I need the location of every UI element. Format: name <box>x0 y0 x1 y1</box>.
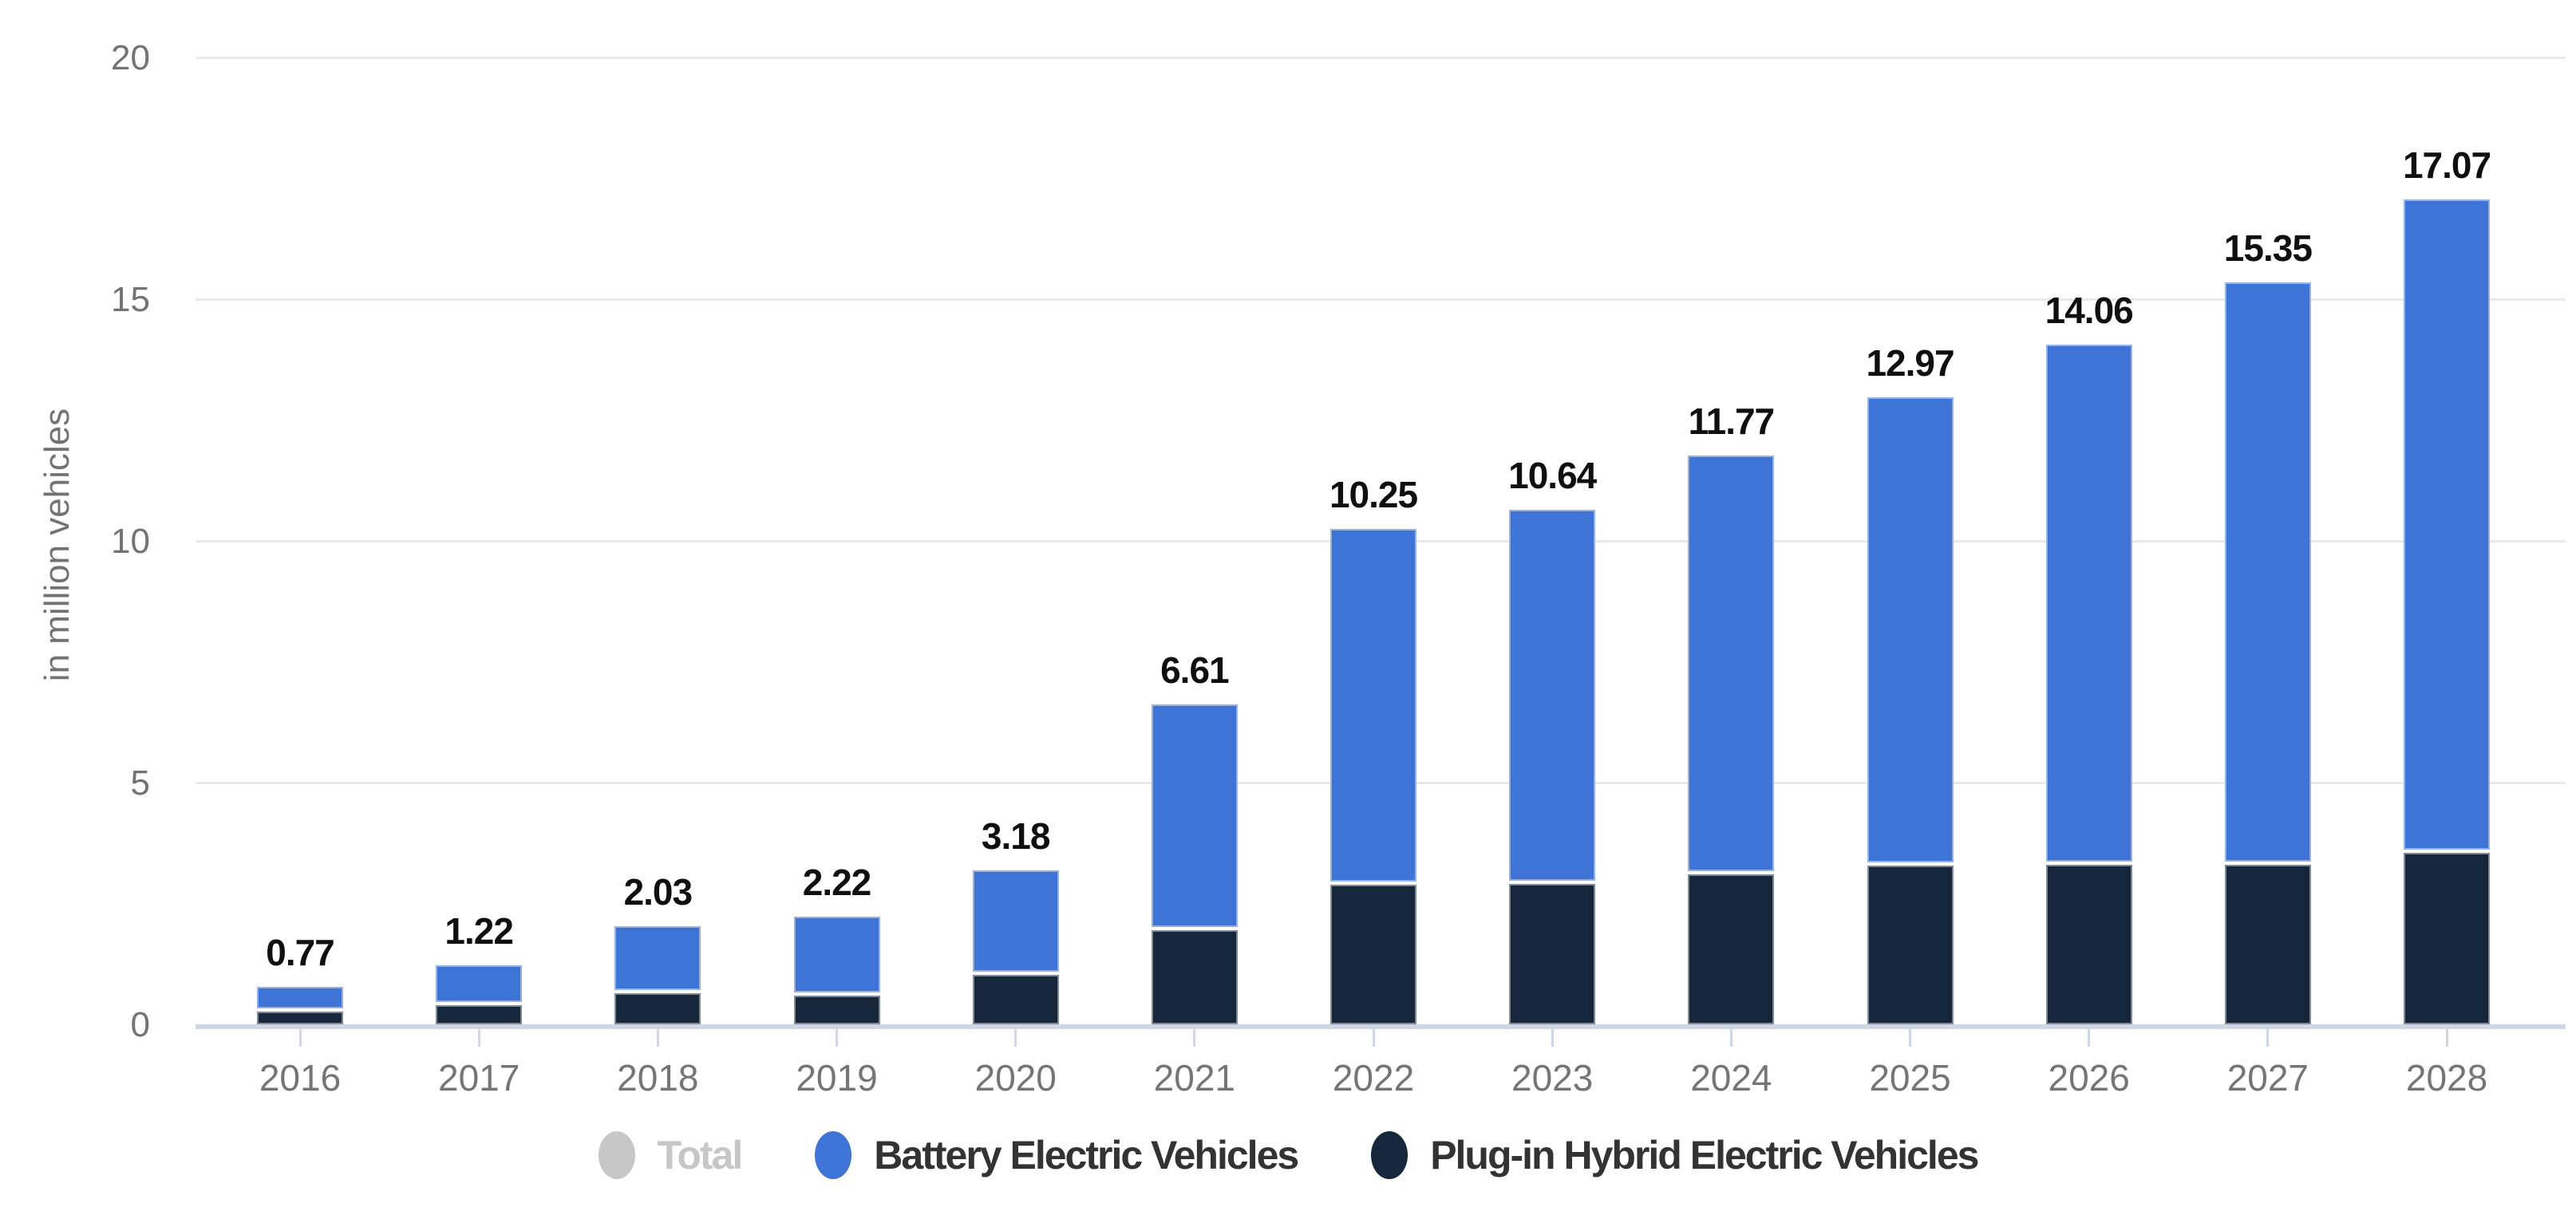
total-value-label: 10.25 <box>1329 473 1418 515</box>
x-axis-tick <box>2088 1029 2091 1047</box>
y-axis-tick-label: 5 <box>130 763 150 803</box>
bev-segment-2021[interactable] <box>1152 704 1238 927</box>
x-axis-tick <box>1909 1029 1912 1047</box>
x-axis-year-label: 2017 <box>437 1057 520 1099</box>
total-value-label: 2.03 <box>623 870 693 913</box>
total-value-label: 3.18 <box>981 815 1051 858</box>
x-axis-tick <box>1372 1029 1375 1047</box>
bev-segment-2016[interactable] <box>257 987 343 1009</box>
x-axis-year-label: 2025 <box>1869 1057 1951 1099</box>
legend: Total Battery Electric Vehicles Plug-in Hy… <box>0 1131 2576 1179</box>
bev-segment-2022[interactable] <box>1330 528 1416 882</box>
bev-segment-2019[interactable] <box>794 917 880 993</box>
y-axis-tick-label: 15 <box>111 280 150 319</box>
x-axis-year-label: 2022 <box>1332 1057 1415 1099</box>
x-axis-year-label: 2028 <box>2405 1057 2488 1099</box>
x-axis-line <box>196 1024 2566 1029</box>
phev-segment-2016[interactable] <box>257 1012 343 1024</box>
total-value-label: 2.22 <box>802 862 872 904</box>
x-axis-year-label: 2016 <box>259 1057 342 1099</box>
x-axis-tick <box>1729 1029 1732 1047</box>
total-value-label: 0.77 <box>266 932 335 974</box>
x-axis-tick <box>1193 1029 1196 1047</box>
total-value-label: 12.97 <box>1866 342 1954 385</box>
phev-segment-2028[interactable] <box>2404 852 2490 1024</box>
x-axis-year-label: 2020 <box>974 1057 1057 1099</box>
phev-segment-2018[interactable] <box>614 993 701 1024</box>
total-value-label: 14.06 <box>2045 289 2134 331</box>
total-value-label: 11.77 <box>1688 400 1776 442</box>
phev-segment-2023[interactable] <box>1509 884 1595 1024</box>
x-axis-tick <box>1551 1029 1554 1047</box>
bev-segment-2028[interactable] <box>2404 199 2490 850</box>
x-axis-year-label: 2018 <box>617 1057 699 1099</box>
x-axis-tick <box>477 1029 480 1047</box>
gridline-15 <box>196 298 2566 301</box>
total-value-label: 1.22 <box>444 910 514 953</box>
legend-marker-icon <box>815 1131 852 1179</box>
phev-segment-2027[interactable] <box>2225 865 2311 1024</box>
legend-marker-icon <box>598 1131 635 1179</box>
x-axis-tick <box>298 1029 302 1047</box>
legend-item-total[interactable]: Total <box>598 1131 744 1179</box>
x-axis-year-label: 2019 <box>796 1057 878 1099</box>
x-axis-year-label: 2021 <box>1153 1057 1236 1099</box>
total-value-label: 17.07 <box>2402 144 2491 186</box>
x-axis-tick <box>836 1029 838 1047</box>
legend-label: Total <box>657 1133 744 1178</box>
total-value-label: 10.64 <box>1508 455 1597 497</box>
legend-label: Battery Electric Vehicles <box>874 1133 1299 1178</box>
phev-segment-2026[interactable] <box>2046 865 2132 1024</box>
total-value-label: 15.35 <box>2223 227 2313 269</box>
x-axis-year-label: 2027 <box>2226 1057 2309 1099</box>
gridline-20 <box>196 57 2566 59</box>
legend-label: Plug-in Hybrid Electric Vehicles <box>1430 1133 1979 1178</box>
x-axis-tick <box>1014 1029 1017 1047</box>
x-axis-year-label: 2024 <box>1690 1057 1772 1099</box>
y-axis-tick-label: 0 <box>130 1005 150 1044</box>
phev-segment-2017[interactable] <box>436 1004 522 1024</box>
bev-segment-2024[interactable] <box>1688 455 1774 872</box>
legend-marker-icon <box>1371 1131 1409 1179</box>
y-axis-tick-label: 20 <box>111 38 150 77</box>
legend-item-plug-in-hybrid-electric-vehicles[interactable]: Plug-in Hybrid Electric Vehicles <box>1371 1131 1979 1179</box>
bev-segment-2025[interactable] <box>1867 397 1954 863</box>
total-value-label: 6.61 <box>1160 649 1230 692</box>
legend-item-battery-electric-vehicles[interactable]: Battery Electric Vehicles <box>815 1131 1299 1179</box>
x-axis-year-label: 2023 <box>1511 1057 1594 1099</box>
bev-segment-2027[interactable] <box>2225 282 2311 862</box>
bev-segment-2020[interactable] <box>973 870 1059 972</box>
x-axis-tick <box>2445 1029 2448 1047</box>
phev-segment-2024[interactable] <box>1688 874 1774 1024</box>
phev-segment-2021[interactable] <box>1152 929 1238 1024</box>
bev-segment-2018[interactable] <box>614 925 701 991</box>
bev-segment-2026[interactable] <box>2046 344 2132 862</box>
phev-segment-2022[interactable] <box>1330 885 1416 1024</box>
x-axis-tick <box>656 1029 659 1047</box>
phev-segment-2020[interactable] <box>973 975 1059 1024</box>
x-axis-year-label: 2026 <box>2048 1057 2130 1099</box>
bev-segment-2023[interactable] <box>1509 510 1595 882</box>
bev-segment-2017[interactable] <box>436 965 522 1002</box>
phev-segment-2025[interactable] <box>1867 866 1954 1024</box>
x-axis-tick <box>2266 1029 2270 1047</box>
y-axis-tick-label: 10 <box>111 522 150 561</box>
phev-segment-2019[interactable] <box>794 996 880 1024</box>
